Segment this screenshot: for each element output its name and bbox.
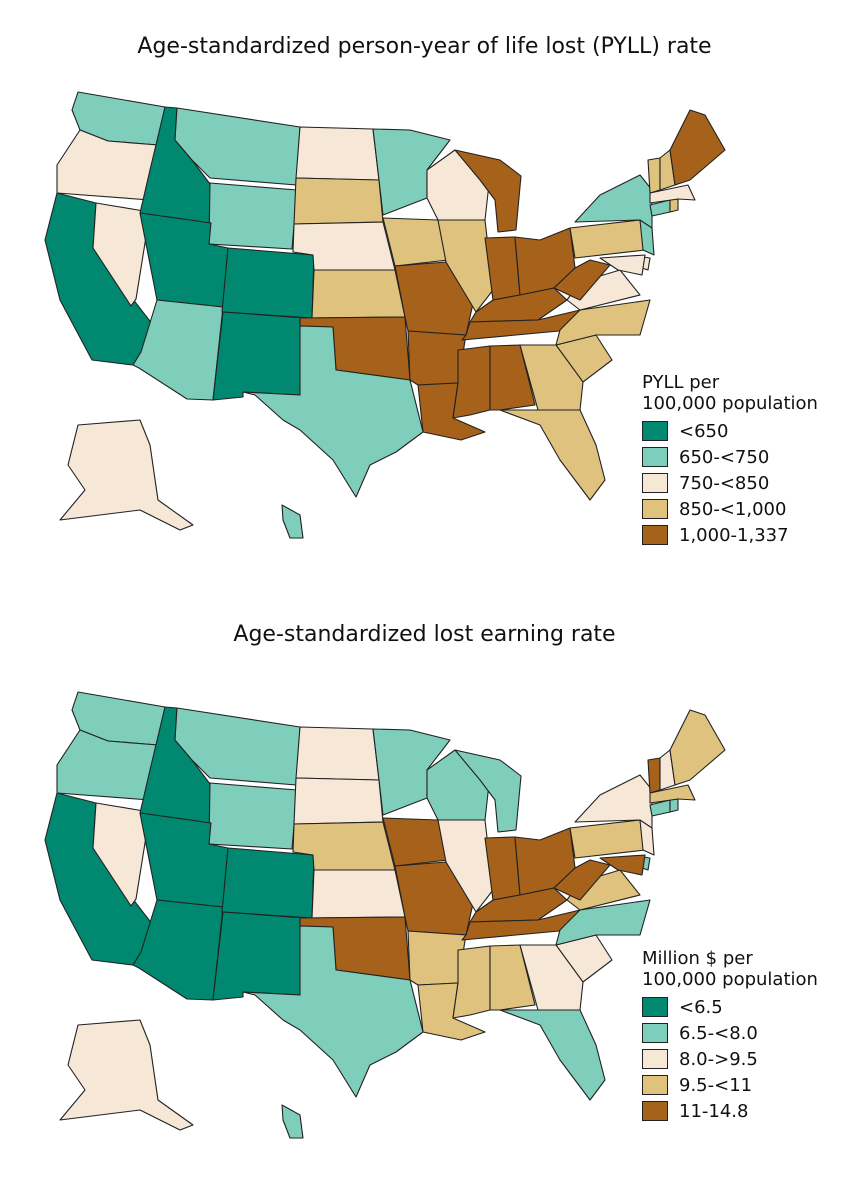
state-wv [553, 259, 611, 301]
legend-item: 11-14.8 [642, 1098, 818, 1124]
legend-swatch [642, 1101, 668, 1121]
state-co [221, 847, 315, 919]
legend-item: <650 [642, 418, 818, 444]
state-nj [639, 219, 655, 256]
state-nm [212, 311, 305, 401]
legend-swatch [642, 1075, 668, 1095]
state-ms [452, 345, 491, 419]
state-ar [407, 330, 467, 386]
state-nd [295, 726, 380, 781]
legend-swatch [642, 1049, 668, 1069]
legend-item: 650-<750 [642, 444, 818, 470]
state-ia [382, 817, 449, 867]
state-tx [242, 925, 424, 1098]
state-pa [569, 219, 646, 259]
state-nj [639, 819, 655, 856]
legend-swatch [642, 447, 668, 467]
state-ak [59, 419, 194, 531]
legend-item: 750-<850 [642, 470, 818, 496]
state-ak [59, 1019, 194, 1131]
us-map [44, 91, 726, 539]
state-mi [454, 749, 522, 833]
state-il [437, 819, 494, 913]
legend-item: 9.5-<11 [642, 1072, 818, 1098]
state-md [599, 254, 646, 276]
state-az [132, 899, 224, 1001]
state-fl [499, 409, 606, 501]
panel-lost-earning: Age-standardized lost earning rate Milli… [0, 600, 849, 1200]
state-wy [208, 182, 298, 250]
legend-item: 6.5-<8.0 [642, 1020, 818, 1046]
state-pa [569, 819, 646, 859]
legend-item: <6.5 [642, 994, 818, 1020]
legend-title: PYLL per 100,000 population [642, 372, 818, 414]
state-ia [382, 217, 449, 267]
state-vt [647, 157, 661, 194]
us-map [44, 691, 726, 1139]
state-md [599, 854, 646, 876]
state-fl [499, 1009, 606, 1101]
state-nm [212, 911, 305, 1001]
map-title: Age-standardized lost earning rate [233, 622, 616, 647]
state-ar [407, 930, 467, 986]
state-ks [311, 269, 406, 319]
state-me [669, 709, 726, 786]
state-nd [295, 126, 380, 181]
legend-item: 8.0->9.5 [642, 1046, 818, 1072]
state-co [221, 247, 315, 319]
state-al [489, 944, 536, 1011]
state-az [132, 299, 224, 401]
state-hi [281, 504, 304, 539]
state-wv [553, 859, 611, 901]
state-il [437, 219, 494, 313]
state-ma [649, 184, 696, 204]
state-ri [669, 798, 679, 813]
legend-item: 850-<1,000 [642, 496, 818, 522]
state-hi [281, 1104, 304, 1139]
state-tx [242, 325, 424, 498]
state-ma [649, 784, 696, 804]
legend-swatch [642, 997, 668, 1017]
state-ks [311, 869, 406, 919]
state-vt [647, 757, 661, 794]
legend-item: 1,000-1,337 [642, 522, 818, 548]
legend-swatch [642, 1023, 668, 1043]
legend-title: Million $ per 100,000 population [642, 948, 818, 990]
legend-swatch [642, 525, 668, 545]
legend: PYLL per 100,000 population <650 650-<75… [642, 372, 818, 548]
map-title: Age-standardized person-year of life los… [137, 34, 712, 59]
state-nc [555, 899, 651, 946]
state-ri [669, 198, 679, 213]
legend: Million $ per 100,000 population <6.5 6.… [642, 948, 818, 1124]
state-ms [452, 945, 491, 1019]
legend-swatch [642, 499, 668, 519]
state-wy [208, 782, 298, 850]
state-me [669, 109, 726, 186]
state-sd [293, 777, 384, 825]
state-nc [555, 299, 651, 346]
state-sd [293, 177, 384, 225]
state-mi [454, 149, 522, 233]
legend-swatch [642, 421, 668, 441]
legend-swatch [642, 473, 668, 493]
panel-pyll: Age-standardized person-year of life los… [44, 34, 818, 548]
state-al [489, 344, 536, 411]
